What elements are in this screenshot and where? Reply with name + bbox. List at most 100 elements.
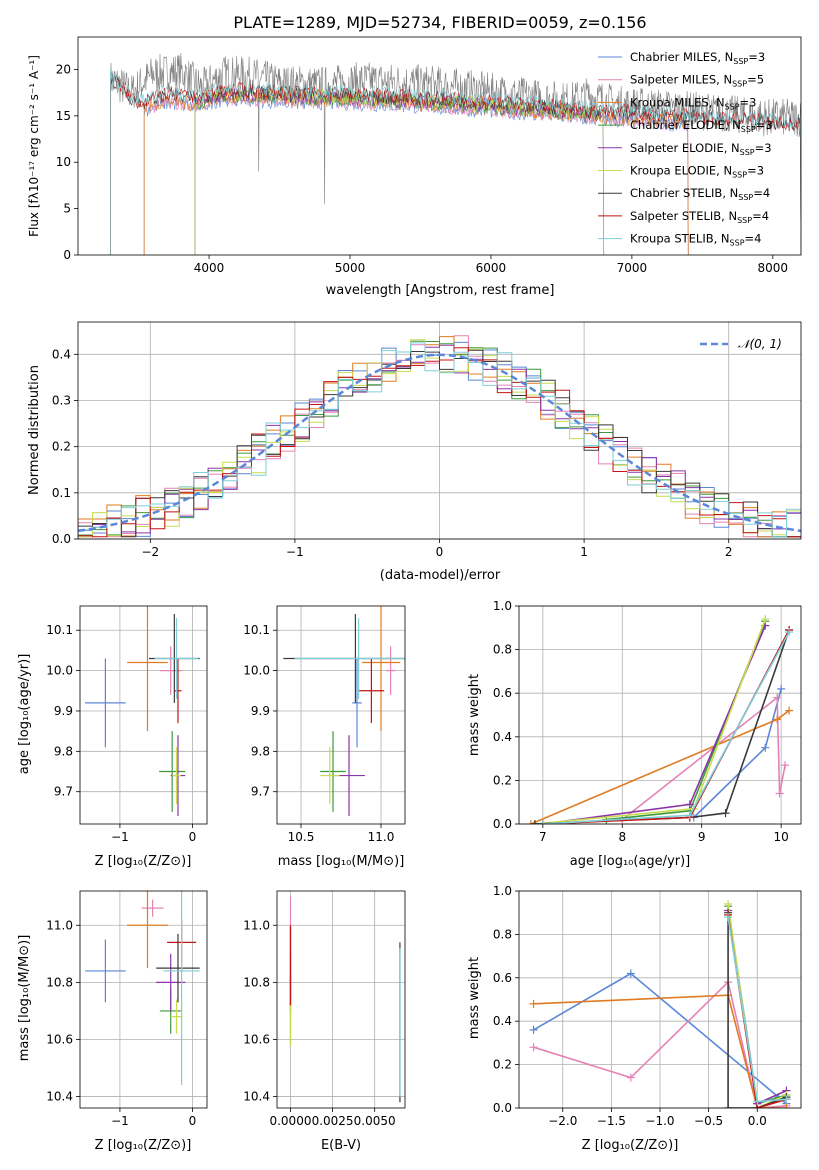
weight-series-line [534,695,786,824]
residuals-plot-area [78,335,801,539]
residual-histogram [78,342,801,539]
legend-subscript: SSP [741,125,756,134]
x-tick-label: 0 [189,1114,197,1128]
weight-marker [785,706,794,715]
legend-value: =5 [747,73,764,87]
y-tick-label: 0.4 [493,730,512,744]
y-tick-label: 10.8 [46,975,73,989]
weight-marker [724,1104,733,1108]
y-tick-label: 0.2 [52,440,71,454]
legend-subscript: SSP [725,102,740,111]
residuals-ylabel: Normed distribution [27,365,42,495]
legend-label: Kroupa ELODIE, NSSP=3 [630,164,764,180]
weight-series-line [727,912,787,1108]
legend-value: =3 [755,141,772,155]
normal-curve-line [78,353,801,533]
y-tick-label: 0.6 [493,971,512,985]
spectrum-ylabel: Flux [fλ10⁻¹⁷ erg cm⁻² s⁻¹ A⁻¹] [27,55,41,237]
axes-frame [79,605,208,825]
y-tick-label: 9.8 [54,744,73,758]
x-tick-label: −1.5 [597,1114,626,1128]
legend-value: =4 [753,186,770,200]
x-tick-label: −1.0 [645,1114,674,1128]
x-tick-label: 11.0 [368,830,395,844]
errorbar-plot-area [85,891,200,1086]
x-tick-label: 2 [725,545,733,559]
weight-age-xlabel: age [log₁₀(age/yr)] [570,854,691,869]
axes-frame [518,890,802,1109]
weight-marker [761,743,770,752]
weight-z-xlabel: Z [log₁₀(Z/Z⊙)] [582,1138,679,1153]
y-tick-label: 9.7 [251,785,270,799]
weight-marker [753,1097,762,1106]
weight-marker [721,809,730,818]
axes-frame [77,36,802,256]
axes-frame [276,890,406,1109]
weight-marker [781,761,790,770]
x-tick-label: −2 [141,545,159,559]
legend-label: Chabrier STELIB, NSSP=4 [630,186,770,202]
x-tick-label: 10.5 [288,830,315,844]
weight-marker [782,1104,791,1108]
weight-age-ylabel: mass weight [467,674,482,756]
legend-label: Salpeter ELODIE, NSSP=3 [630,141,772,157]
weight-marker [782,1095,791,1104]
legend-label: Salpeter STELIB, NSSP=4 [630,209,769,225]
y-tick-label: 0.4 [493,1014,512,1028]
weight-marker [777,684,786,693]
legend-subscript: SSP [732,80,747,89]
y-tick-label: 0.2 [493,1058,512,1072]
y-tick-label: 10.4 [46,1090,73,1104]
x-tick-label: 0.0050 [354,1114,396,1128]
weight-marker [685,811,694,820]
weight-marker [529,1025,538,1034]
weight-marker [773,693,782,702]
legend-value: =3 [740,95,757,109]
axes-frame [77,321,802,540]
legend-label: Chabrier ELODIE, NSSP=3 [630,118,773,134]
errorbar-plot-area [85,606,200,816]
legend-label: 𝒩(0, 1) [738,337,782,351]
y-tick-label: 0.8 [493,927,512,941]
weight-marker [626,1073,635,1082]
y-tick-label: 10 [56,155,71,169]
figure-title: PLATE=1289, MJD=52734, FIBERID=0059, z=0… [233,13,646,32]
weight-marker [775,789,784,798]
age-mass-xlabel: mass [log₁₀(M/M⊙)] [278,854,405,869]
y-tick-label: 9.9 [251,704,270,718]
weight-series-line [533,994,787,1108]
x-tick-label: −1 [286,545,304,559]
x-tick-label: 4000 [194,261,225,275]
y-tick-label: 0.1 [52,486,71,500]
x-tick-label: 0.0025 [312,1114,354,1128]
observed-spectrum-line [110,53,801,205]
axes-frame [276,605,406,825]
y-tick-label: 20 [56,62,71,76]
x-tick-label: −1 [111,830,129,844]
x-tick-label: 6000 [476,261,507,275]
weight-plot-area [526,615,794,824]
x-tick-label: −2.0 [548,1114,577,1128]
x-tick-label: 8 [618,830,626,844]
y-tick-label: 9.9 [54,704,73,718]
legend-subscript: SSP [733,57,748,66]
weight-marker [785,628,794,637]
residuals-xlabel: (data-model)/error [380,568,501,583]
legend-value: =3 [747,164,764,178]
spectrum-panel: 4000 5000 6000 7000 8000 0 5 10 15 20 Chabrier MIL… [56,36,802,275]
x-tick-label: 0.0000 [269,1114,311,1128]
weight-marker [724,913,733,922]
legend-label: Kroupa STELIB, NSSP=4 [630,232,761,248]
legend-value: =4 [745,232,762,246]
mass-z-ylabel: mass [log₁₀(M/M⊙)] [17,935,32,1062]
legend-label: Chabrier MILES, NSSP=3 [630,50,765,66]
x-tick-label: 7 [539,830,547,844]
y-tick-label: 1.0 [493,599,512,613]
weight-marker [761,615,770,624]
age-z-xlabel: Z [log₁₀(Z/Z⊙)] [95,854,192,869]
weight-vs-age-panel: 7 8 9 10 0.0 0.2 0.4 0.6 0.8 1.0 [493,599,802,844]
residual-histogram [78,336,801,539]
legend-subscript: SSP [738,193,753,202]
y-tick-label: 0.0 [493,1101,512,1115]
weight-marker [685,800,694,809]
